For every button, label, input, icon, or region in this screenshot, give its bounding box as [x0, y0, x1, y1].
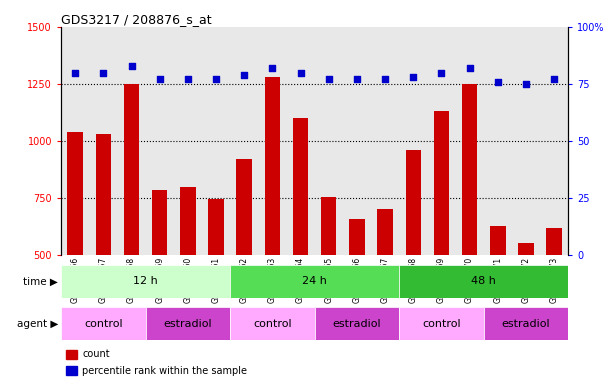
Point	[493, 79, 503, 85]
Bar	[95, 134, 111, 255]
Bar	[145, 307, 230, 340]
Bar	[236, 159, 252, 255]
Bar	[484, 307, 568, 340]
Point	[70, 70, 80, 76]
Point	[126, 63, 136, 69]
Text: estradiol: estradiol	[502, 318, 551, 329]
Bar	[399, 265, 568, 298]
Bar	[66, 350, 78, 359]
Bar	[66, 366, 78, 375]
Text: count: count	[82, 349, 110, 359]
Bar	[230, 307, 315, 340]
Text: control: control	[84, 318, 123, 329]
Text: 48 h: 48 h	[471, 276, 496, 286]
Bar	[293, 118, 309, 255]
Text: control: control	[253, 318, 291, 329]
Bar	[208, 199, 224, 255]
Point	[211, 76, 221, 83]
Text: estradiol: estradiol	[332, 318, 381, 329]
Point	[465, 65, 475, 71]
Bar	[180, 187, 196, 255]
Text: agent ▶: agent ▶	[16, 318, 58, 329]
Bar	[265, 77, 280, 255]
Point	[408, 74, 418, 80]
Text: 24 h: 24 h	[302, 276, 327, 286]
Bar	[349, 219, 365, 255]
Bar	[321, 197, 337, 255]
Point	[436, 70, 446, 76]
Point	[521, 81, 531, 87]
Point	[240, 72, 249, 78]
Bar	[518, 243, 534, 255]
Point	[549, 76, 559, 83]
Bar	[61, 307, 145, 340]
Bar	[61, 265, 230, 298]
Text: 12 h: 12 h	[133, 276, 158, 286]
Bar	[378, 209, 393, 255]
Point	[155, 76, 164, 83]
Bar	[67, 132, 83, 255]
Text: time ▶: time ▶	[23, 276, 58, 286]
Bar	[152, 190, 167, 255]
Point	[380, 76, 390, 83]
Bar	[546, 228, 562, 255]
Bar	[434, 111, 449, 255]
Bar	[399, 307, 484, 340]
Point	[98, 70, 108, 76]
Text: control: control	[422, 318, 461, 329]
Bar	[406, 150, 421, 255]
Point	[296, 70, 306, 76]
Bar	[490, 226, 505, 255]
Text: percentile rank within the sample: percentile rank within the sample	[82, 366, 247, 376]
Bar	[124, 84, 139, 255]
Bar	[462, 84, 477, 255]
Text: estradiol: estradiol	[164, 318, 212, 329]
Bar	[315, 307, 399, 340]
Point	[183, 76, 193, 83]
Bar	[230, 265, 399, 298]
Text: GDS3217 / 208876_s_at: GDS3217 / 208876_s_at	[61, 13, 212, 26]
Point	[324, 76, 334, 83]
Point	[268, 65, 277, 71]
Point	[352, 76, 362, 83]
